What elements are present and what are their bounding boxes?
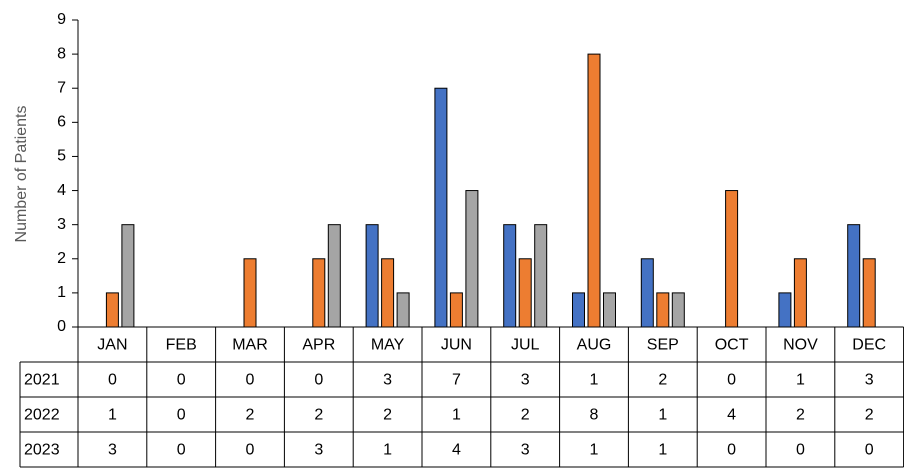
table-cell: 3: [521, 442, 530, 459]
bar: [793, 258, 807, 328]
y-tick-label: 4: [57, 182, 66, 199]
table-cell: 8: [590, 407, 599, 424]
bar: [465, 190, 479, 328]
x-tick-label: DEC: [852, 337, 886, 354]
table-cell: 4: [452, 442, 461, 459]
y-tick-label: 2: [57, 250, 66, 267]
bar: [327, 224, 341, 328]
table-cell: 0: [865, 442, 874, 459]
table-cell: 7: [452, 372, 461, 389]
bar: [312, 258, 326, 328]
bar: [518, 258, 532, 328]
table-cell: 0: [246, 442, 255, 459]
bar: [572, 292, 585, 328]
table-cell: 0: [796, 442, 805, 459]
x-tick-label: AUG: [577, 337, 612, 354]
x-tick-label: APR: [302, 337, 335, 354]
table-cell: 0: [177, 372, 186, 389]
bar: [778, 292, 792, 328]
bar: [640, 258, 654, 328]
table-cell: 2: [658, 372, 667, 389]
bar: [396, 292, 410, 328]
y-tick-label: 9: [57, 11, 66, 28]
bar: [434, 87, 448, 328]
table-cell: 0: [314, 372, 323, 389]
bar: [365, 224, 379, 328]
table-row-label: 2021: [24, 372, 60, 389]
table-cell: 0: [727, 442, 736, 459]
y-tick-label: 8: [57, 45, 66, 62]
y-tick-label: 6: [57, 114, 66, 131]
table-cell: 0: [177, 407, 186, 424]
table-cell: 1: [590, 372, 599, 389]
bar: [534, 224, 548, 328]
table-cell: 1: [658, 407, 667, 424]
x-tick-label: FEB: [166, 337, 197, 354]
table-cell: 1: [658, 442, 667, 459]
table-cell: 0: [727, 372, 736, 389]
y-tick-label: 7: [57, 79, 66, 96]
table-cell: 1: [383, 442, 392, 459]
x-tick-label: JAN: [97, 337, 127, 354]
table-cell: 3: [314, 442, 323, 459]
table-row-label: 2023: [24, 442, 60, 459]
table-row-label: 2022: [24, 407, 60, 424]
table-cell: 2: [796, 407, 805, 424]
table-cell: 1: [108, 407, 117, 424]
x-tick-label: JUN: [441, 337, 472, 354]
table-cell: 1: [452, 407, 461, 424]
bar: [121, 224, 135, 328]
x-tick-label: MAY: [371, 337, 405, 354]
y-tick-label: 1: [57, 284, 66, 301]
table-cell: 2: [246, 407, 255, 424]
table-cell: 3: [383, 372, 392, 389]
table-cell: 3: [865, 372, 874, 389]
x-tick-label: MAR: [232, 337, 268, 354]
table-cell: 2: [521, 407, 530, 424]
table-cell: 0: [177, 442, 186, 459]
x-tick-label: NOV: [783, 337, 818, 354]
table-cell: 0: [246, 372, 255, 389]
table-cell: 2: [383, 407, 392, 424]
table-cell: 4: [727, 407, 736, 424]
y-tick-label: 5: [57, 148, 66, 165]
table-cell: 0: [108, 372, 117, 389]
bar: [671, 292, 685, 328]
bar: [847, 224, 861, 328]
table-cell: 2: [314, 407, 323, 424]
table-cell: 1: [796, 372, 805, 389]
table-cell: 3: [108, 442, 117, 459]
y-tick-label: 3: [57, 216, 66, 233]
bar: [603, 292, 616, 328]
table-cell: 3: [521, 372, 530, 389]
bar: [105, 292, 119, 328]
x-tick-label: JUL: [511, 337, 540, 354]
y-tick-label: 0: [57, 318, 66, 335]
x-tick-label: SEP: [647, 337, 679, 354]
y-axis-label: Number of Patients: [13, 106, 30, 243]
table-cell: 1: [590, 442, 599, 459]
bar: [656, 292, 670, 328]
bar: [862, 258, 876, 328]
table-cell: 2: [865, 407, 874, 424]
bar: [503, 224, 517, 328]
bar: [243, 258, 257, 328]
x-tick-label: OCT: [715, 337, 749, 354]
bar: [587, 53, 601, 328]
bar: [381, 258, 395, 328]
bar: [725, 190, 739, 328]
bar: [449, 292, 463, 328]
